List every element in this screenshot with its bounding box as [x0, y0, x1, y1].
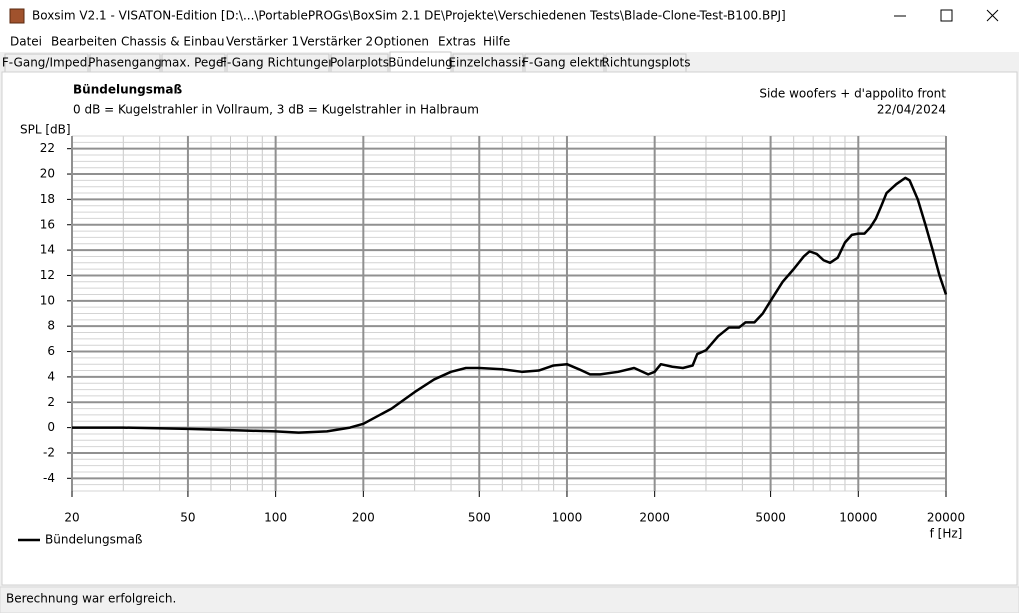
menu: Datei Bearbeiten Chassis & Einbau Verstärke…: [10, 35, 510, 49]
x-tick-label: 500: [468, 511, 491, 525]
tab-label[interactable]: Polarplots: [330, 56, 389, 70]
maximize-button[interactable]: [940, 9, 953, 22]
y-axis-label: SPL [dB]: [20, 123, 71, 137]
chart-subtitle: 0 dB = Kugelstrahler in Vollraum, 3 dB =…: [73, 103, 479, 117]
y-tick-label: 16: [40, 217, 55, 231]
y-tick-label: 4: [47, 369, 55, 383]
menu-item[interactable]: Verstärker 1: [226, 35, 299, 49]
chart-title: Bündelungsmaß: [73, 83, 182, 97]
chart: Bündelungsmaß 0 dB = Kugelstrahler in Vol…: [18, 83, 965, 547]
chart-panel: [1, 71, 1018, 586]
x-tick-label: 2000: [639, 511, 670, 525]
close-button[interactable]: [986, 9, 999, 22]
y-tick-label: 20: [40, 167, 55, 181]
tab-label[interactable]: F-Gang/Imped.: [2, 56, 91, 70]
x-tick-label: 10000: [839, 511, 877, 525]
menu-item[interactable]: Optionen: [374, 35, 429, 49]
tab-label[interactable]: Richtungsplots: [602, 56, 691, 70]
data-line: [72, 176, 948, 434]
x-tick-label: 20000: [927, 511, 965, 525]
app-icon: [9, 8, 25, 24]
menu-item[interactable]: Verstärker 2: [300, 35, 373, 49]
window-title: Boxsim V2.1 - VISATON-Edition [D:\...\Po…: [32, 9, 786, 23]
menu-item[interactable]: Hilfe: [483, 35, 510, 49]
x-tick-label: 100: [264, 511, 287, 525]
x-tick-label: 50: [180, 511, 195, 525]
y-tick-label: 22: [40, 141, 55, 155]
y-tick-label: -4: [43, 471, 55, 485]
x-tick-label: 1000: [552, 511, 583, 525]
y-tick-label: 0: [47, 420, 55, 434]
menu-item[interactable]: Bearbeiten: [51, 35, 117, 49]
tab-label[interactable]: Phasengang: [88, 56, 162, 70]
x-tick-label: 5000: [755, 511, 786, 525]
title-bar: [0, 0, 1019, 32]
y-tick-label: 12: [40, 268, 55, 282]
annotation: 22/04/2024: [877, 103, 946, 117]
tab-label[interactable]: Bündelung: [388, 56, 453, 70]
y-tick-label: 14: [40, 243, 55, 257]
menu-item[interactable]: Extras: [438, 35, 476, 49]
menu-bar: [0, 32, 1019, 52]
x-axis-label: f [Hz]: [930, 527, 963, 541]
tab-label[interactable]: Einzelchassis: [448, 56, 527, 70]
y-tick-label: 2: [47, 395, 55, 409]
menu-item[interactable]: Chassis & Einbau: [121, 35, 225, 49]
y-tick-label: -2: [43, 445, 55, 459]
y-tick-label: 6: [47, 344, 55, 358]
x-tick-label: 200: [352, 511, 375, 525]
tab-label[interactable]: max. Pegel: [160, 56, 226, 70]
y-tick-label: 10: [40, 293, 55, 307]
x-tick-label: 20: [64, 511, 79, 525]
legend-label: Bündelungsmaß: [45, 533, 143, 547]
tab-label[interactable]: F-Gang elektr.: [522, 56, 607, 70]
status-bar: [0, 586, 1019, 613]
y-tick-label: 8: [47, 319, 55, 333]
y-tick-label: 18: [40, 192, 55, 206]
status-text: Berechnung war erfolgreich.: [6, 592, 176, 606]
annotation: Side woofers + d'appolito front: [759, 87, 946, 101]
menu-item[interactable]: Datei: [10, 35, 42, 49]
tab-label[interactable]: F-Gang Richtungen: [220, 56, 336, 70]
